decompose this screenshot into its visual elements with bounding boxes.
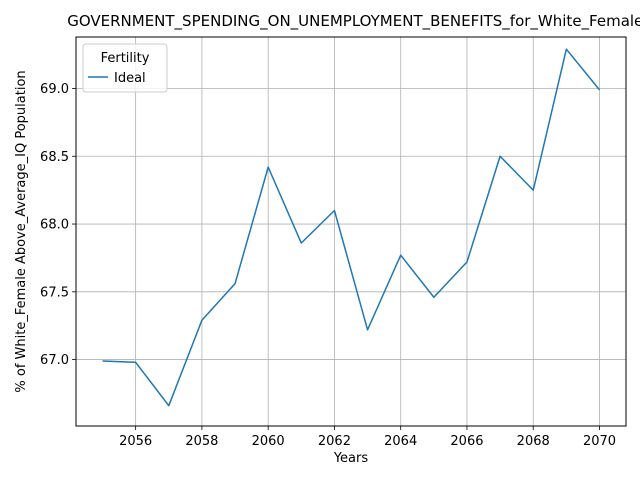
x-tick-label: 2068	[517, 434, 550, 449]
legend-box	[82, 43, 168, 93]
y-axis-ticks: 67.0 67.5 68.0 68.5 69.0	[40, 82, 76, 368]
x-tick-label: 2064	[384, 434, 417, 449]
x-tick-label: 2058	[185, 434, 218, 449]
x-tick-label: 2060	[252, 434, 285, 449]
grid	[76, 37, 626, 426]
x-tick-label: 2056	[119, 434, 152, 449]
x-tick-label: 2066	[450, 434, 483, 449]
y-axis-label: % of White_Female Above_Average_IQ Popul…	[14, 70, 29, 392]
y-tick-label: 68.0	[40, 218, 69, 233]
y-tick-label: 67.5	[40, 285, 69, 300]
x-axis-label: Years	[333, 451, 369, 466]
legend: Fertility Ideal	[82, 43, 168, 93]
legend-entry-ideal: Ideal	[114, 71, 146, 86]
series-line-ideal	[102, 48, 601, 407]
x-axis-ticks: 2056 2058 2060 2062 2064 2066 2068 2070	[119, 426, 616, 449]
legend-title: Fertility	[101, 51, 150, 66]
chart-title: GOVERNMENT_SPENDING_ON_UNEMPLOYMENT_BENE…	[67, 12, 640, 31]
y-tick-label: 68.5	[40, 150, 69, 165]
plot-frame	[75, 36, 627, 427]
x-tick-label: 2070	[583, 434, 616, 449]
y-tick-label: 69.0	[40, 82, 69, 97]
x-tick-label: 2062	[318, 434, 351, 449]
series-lines	[102, 48, 601, 407]
y-tick-label: 67.0	[40, 353, 69, 368]
